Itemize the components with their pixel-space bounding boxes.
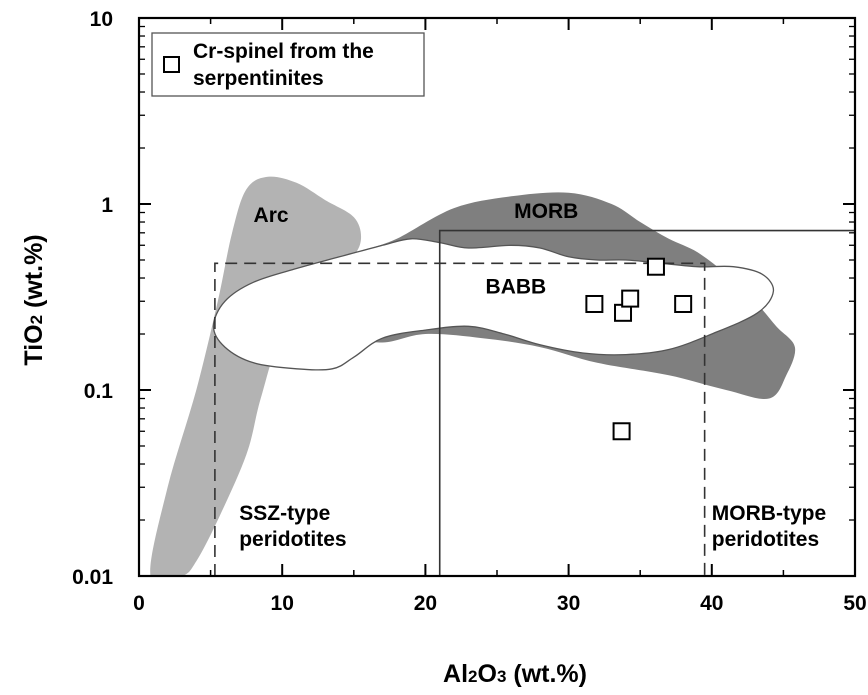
label-morb-type-line: peridotites xyxy=(712,528,819,551)
label-ssz-line: peridotites xyxy=(239,528,346,551)
y-tick-label: 0.01 xyxy=(72,566,113,589)
label-ssz-line: SSZ-type xyxy=(239,502,330,525)
label-morb: MORB xyxy=(514,200,578,223)
data-point xyxy=(621,289,640,308)
label-babb: BABB xyxy=(486,276,547,299)
legend: Cr-spinel from the serpentinites xyxy=(151,32,425,97)
ssz-dashed-box xyxy=(214,262,706,576)
label-morb-type-line: MORB-type xyxy=(712,502,826,525)
geochemical-fields xyxy=(150,176,796,576)
data-point xyxy=(612,422,631,441)
data-points xyxy=(585,257,693,441)
field-babb xyxy=(212,238,775,371)
label-arc: Arc xyxy=(254,204,289,227)
legend-label-line: Cr-spinel from the xyxy=(193,40,374,63)
data-point xyxy=(646,257,665,276)
x-axis-title: Al2O3 (wt.%) xyxy=(443,660,587,688)
x-tick-label: 40 xyxy=(700,592,723,615)
legend-box xyxy=(151,32,425,97)
axes: 0 10 20 30 40 50 0.01 0.1 1 10 xyxy=(72,8,867,615)
y-tick-label: 0.1 xyxy=(84,380,114,403)
y-tick-label: 1 xyxy=(101,194,113,217)
y-tick-label: 10 xyxy=(90,8,113,31)
legend-label-line: serpentinites xyxy=(193,67,324,90)
x-tick-label: 20 xyxy=(414,592,437,615)
x-tick-label: 30 xyxy=(557,592,580,615)
label-morb-type: MORB-type peridotites xyxy=(712,502,826,551)
y-axis-title: TiO2 (wt.%) xyxy=(20,234,48,365)
data-point xyxy=(585,294,604,313)
legend-marker xyxy=(163,56,180,73)
x-tick-label: 50 xyxy=(843,592,866,615)
x-tick-label: 0 xyxy=(133,592,145,615)
field-annotations: Arc MORB BABB SSZ-type peridotites MORB-type p… xyxy=(239,200,826,551)
legend-label: Cr-spinel from the serpentinites xyxy=(193,40,374,90)
x-tick-label: 10 xyxy=(271,592,294,615)
label-ssz: SSZ-type peridotites xyxy=(239,502,346,551)
data-point xyxy=(674,294,693,313)
